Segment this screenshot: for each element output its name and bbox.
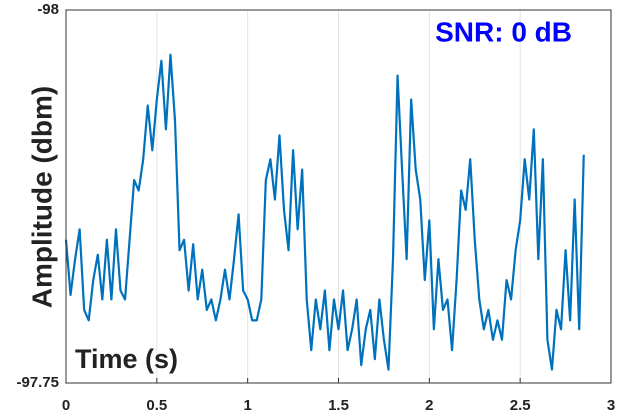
chart-title: SNR: 0 dB (435, 16, 572, 47)
x-tick-label: 2 (425, 397, 433, 414)
y-tick-label: -98 (37, 1, 59, 18)
x-tick-label: 0 (62, 397, 70, 414)
x-tick-label: 1.5 (328, 397, 349, 414)
x-tick-label: 1 (243, 397, 251, 414)
x-axis-label: Time (s) (75, 344, 178, 374)
plot-frame (65, 9, 612, 384)
x-tick-label: 0.5 (146, 397, 167, 414)
data-line (64, 53, 585, 371)
y-axis-label: Amplitude (dbm) (26, 86, 57, 308)
x-tick-label: 2.5 (510, 397, 531, 414)
x-tick-label: 3 (607, 397, 615, 414)
y-tick-label: -97.75 (16, 374, 59, 391)
